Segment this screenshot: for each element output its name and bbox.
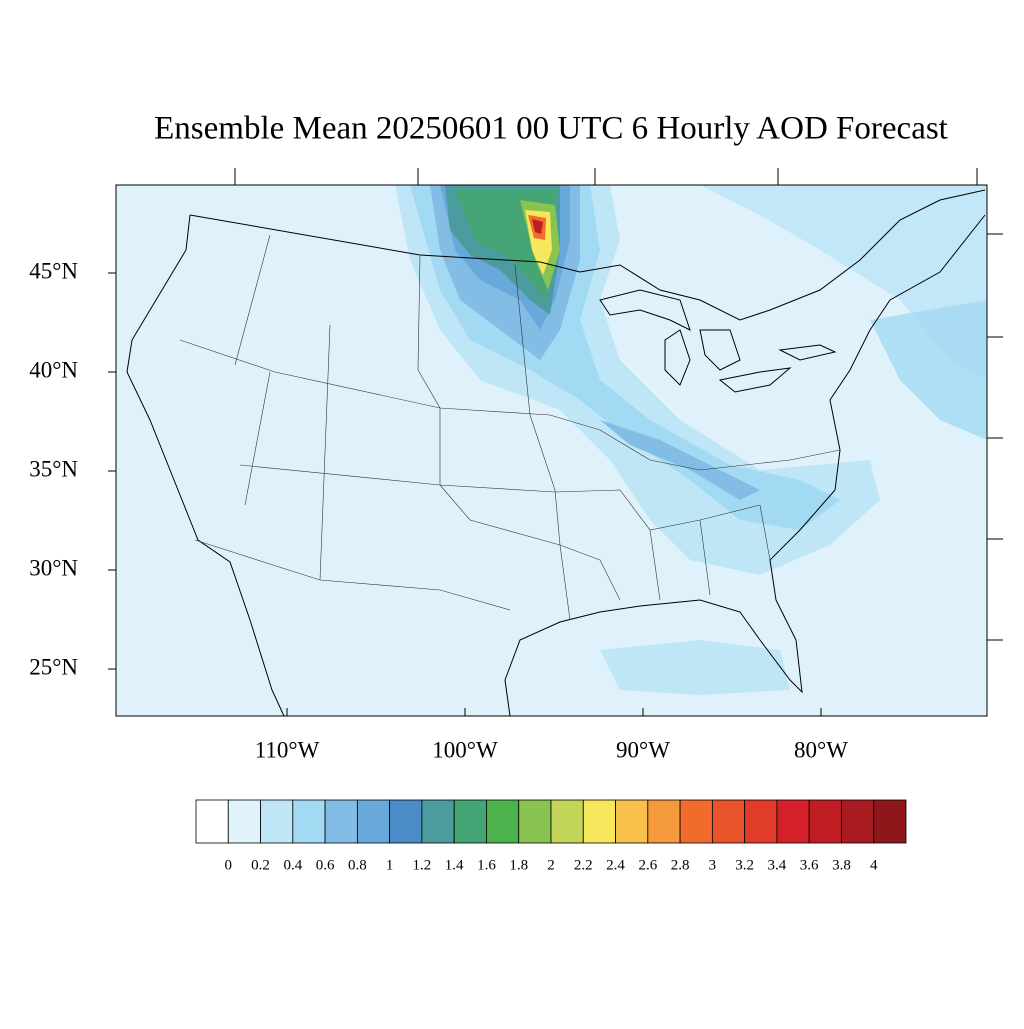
state-border <box>179 234 841 621</box>
colorbar: 0 0.2 0.4 0.6 0.8 1 1.2 1.4 1.6 1.8 2 2.2 2.4 2.6 2.8 3… <box>195 799 907 873</box>
colorbar-label: 3.2 <box>735 857 754 873</box>
colorbar-box <box>615 799 649 844</box>
colorbar-label: 3.4 <box>768 857 787 873</box>
colorbar-box <box>260 799 294 844</box>
colorbar-box <box>389 799 423 844</box>
axis-labels: 45°N 40°N 35°N 30°N 25°N 110°W 100°W 90°W 80°W <box>29 168 1003 762</box>
colorbar-box <box>518 799 552 844</box>
aod-region <box>870 300 987 440</box>
colorbar-box <box>227 799 261 844</box>
aod-region <box>600 640 790 695</box>
colorbar-box <box>873 799 907 844</box>
colorbar-label: 3 <box>709 857 717 873</box>
coastline <box>189 189 986 321</box>
aod-field <box>395 185 987 695</box>
colorbar-label: 2.4 <box>606 857 625 873</box>
lon-label: 90°W <box>616 737 670 762</box>
colorbar-label: 0.2 <box>251 857 270 873</box>
colorbar-label: 1.8 <box>509 857 528 873</box>
map-frame <box>115 184 988 717</box>
colorbar-box <box>421 799 455 844</box>
colorbar-box <box>356 799 391 844</box>
map-panel <box>115 184 988 717</box>
colorbar-label: 2.2 <box>574 857 593 873</box>
lon-label: 110°W <box>255 737 320 762</box>
title: Ensemble Mean 20250601 00 UTC 6 Hourly A… <box>154 111 948 147</box>
colorbar-box <box>486 799 520 844</box>
colorbar-label: 1.2 <box>413 857 432 873</box>
colorbar-box <box>292 799 326 844</box>
colorbar-label: 3.8 <box>832 857 851 873</box>
colorbar-box <box>744 799 778 844</box>
colorbar-label: 2.8 <box>671 857 690 873</box>
lat-label: 40°N <box>29 357 78 382</box>
lat-label: 35°N <box>29 456 78 481</box>
colorbar-label: 2 <box>547 857 555 873</box>
aod-region <box>600 420 760 500</box>
colorbar-label: 2.6 <box>638 857 657 873</box>
colorbar-label: 0 <box>225 857 233 873</box>
lon-label: 80°W <box>794 737 848 762</box>
colorbar-box <box>647 799 681 844</box>
colorbar-box <box>453 799 487 844</box>
colorbar-label: 4 <box>870 857 878 873</box>
colorbar-box <box>195 799 229 844</box>
lat-label: 45°N <box>29 258 78 283</box>
coastline <box>504 214 986 717</box>
colorbar-label: 1 <box>386 857 394 873</box>
colorbar-box <box>324 799 358 844</box>
colorbar-box <box>841 799 875 844</box>
colorbar-label: 1.4 <box>445 857 464 873</box>
colorbar-label: 3.6 <box>800 857 819 873</box>
colorbar-box <box>711 799 746 844</box>
lake <box>599 289 837 393</box>
colorbar-box <box>808 799 842 844</box>
lon-label: 100°W <box>432 737 498 762</box>
colorbar-box <box>776 799 810 844</box>
coastline <box>126 214 285 717</box>
colorbar-box <box>679 799 713 844</box>
colorbar-label: 1.6 <box>477 857 496 873</box>
colorbar-label: 0.8 <box>348 857 367 873</box>
colorbar-box <box>582 799 616 844</box>
colorbar-label: 0.4 <box>283 857 302 873</box>
aod-region <box>532 219 543 234</box>
colorbar-box <box>550 799 584 844</box>
lat-label: 25°N <box>29 654 78 679</box>
colorbar-label: 0.6 <box>316 857 335 873</box>
lat-label: 30°N <box>29 555 78 580</box>
aod-region <box>700 185 987 380</box>
